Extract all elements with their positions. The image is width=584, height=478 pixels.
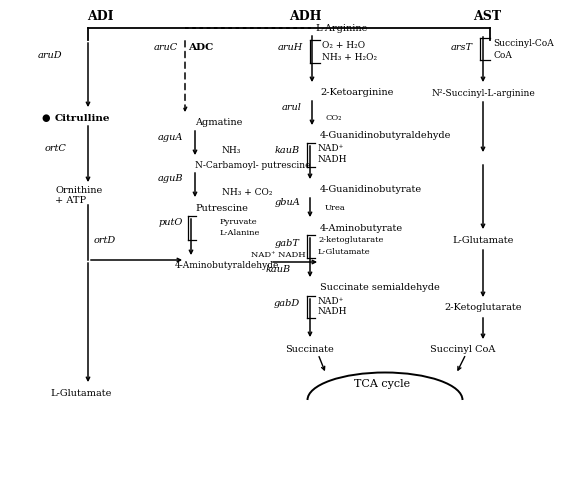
Text: 4-Aminobutyrate: 4-Aminobutyrate	[320, 224, 403, 232]
Text: 4-Guanidinobutyraldehyde: 4-Guanidinobutyraldehyde	[320, 130, 451, 140]
Text: 2-Ketoglutarate: 2-Ketoglutarate	[444, 304, 522, 313]
Text: AST: AST	[473, 10, 501, 22]
Text: L-Alanine: L-Alanine	[220, 229, 260, 237]
Text: Putrescine: Putrescine	[195, 204, 248, 213]
Text: L-Glutamate: L-Glutamate	[318, 248, 371, 256]
Text: ortD: ortD	[94, 236, 116, 245]
Text: Urea: Urea	[325, 204, 346, 212]
Text: + ATP: + ATP	[55, 196, 86, 205]
Text: arul: arul	[282, 102, 302, 111]
Text: NAD⁺: NAD⁺	[318, 296, 345, 305]
Text: ortC: ortC	[44, 143, 66, 152]
Text: CoA: CoA	[493, 51, 512, 59]
Text: NH₃ + CO₂: NH₃ + CO₂	[222, 187, 273, 196]
Text: aruH: aruH	[278, 43, 303, 52]
Text: Succinyl-CoA: Succinyl-CoA	[493, 39, 554, 47]
Text: aruD: aruD	[38, 51, 62, 59]
Text: NADH: NADH	[318, 307, 347, 316]
Text: 4-Guanidinobutyrate: 4-Guanidinobutyrate	[320, 185, 422, 194]
Text: 2-ketoglutarate: 2-ketoglutarate	[318, 236, 383, 244]
Text: putO: putO	[159, 217, 183, 227]
Text: NH₃: NH₃	[222, 145, 241, 154]
Text: L-Glutamate: L-Glutamate	[453, 236, 514, 245]
Text: NH₃ + H₂O₂: NH₃ + H₂O₂	[322, 53, 377, 62]
Text: N²-Succinyl-L-arginine: N²-Succinyl-L-arginine	[431, 88, 535, 98]
Text: NAD⁺ NADH: NAD⁺ NADH	[251, 251, 305, 259]
Text: Citrulline: Citrulline	[55, 113, 110, 122]
Text: Succinate semialdehyde: Succinate semialdehyde	[320, 283, 440, 293]
Text: Pyruvate: Pyruvate	[220, 218, 258, 226]
Text: Succinate: Succinate	[286, 346, 335, 355]
Text: gabT: gabT	[275, 239, 300, 248]
Text: aguA: aguA	[158, 132, 183, 141]
Text: N-Carbamoyl- putrescine: N-Carbamoyl- putrescine	[195, 161, 311, 170]
Text: Agmatine: Agmatine	[195, 118, 242, 127]
Text: arsT: arsT	[451, 43, 473, 52]
Text: ●: ●	[41, 113, 50, 123]
Text: 2-Ketoarginine: 2-Ketoarginine	[320, 87, 394, 97]
Text: ADI: ADI	[87, 10, 113, 22]
Text: kauB: kauB	[266, 265, 291, 274]
Text: Ornithine: Ornithine	[55, 185, 102, 195]
Text: gbuA: gbuA	[274, 197, 300, 206]
Text: ADH: ADH	[288, 10, 321, 22]
Text: L-Arginine: L-Arginine	[315, 23, 367, 33]
Text: Succinyl CoA: Succinyl CoA	[430, 346, 496, 355]
Text: NADH: NADH	[318, 154, 347, 163]
Text: ADC: ADC	[188, 43, 213, 52]
Text: 4-Aminobutyraldehyde: 4-Aminobutyraldehyde	[175, 261, 279, 271]
Text: L-Glutamate: L-Glutamate	[50, 389, 112, 398]
Text: O₂ + H₂O: O₂ + H₂O	[322, 41, 365, 50]
Text: aguB: aguB	[158, 174, 183, 183]
Text: NAD⁺: NAD⁺	[318, 143, 345, 152]
Text: gabD: gabD	[274, 298, 300, 307]
Text: TCA cycle: TCA cycle	[354, 379, 410, 389]
Text: aruC: aruC	[154, 43, 178, 52]
Text: kauB: kauB	[275, 145, 300, 154]
Text: CO₂: CO₂	[325, 114, 342, 122]
